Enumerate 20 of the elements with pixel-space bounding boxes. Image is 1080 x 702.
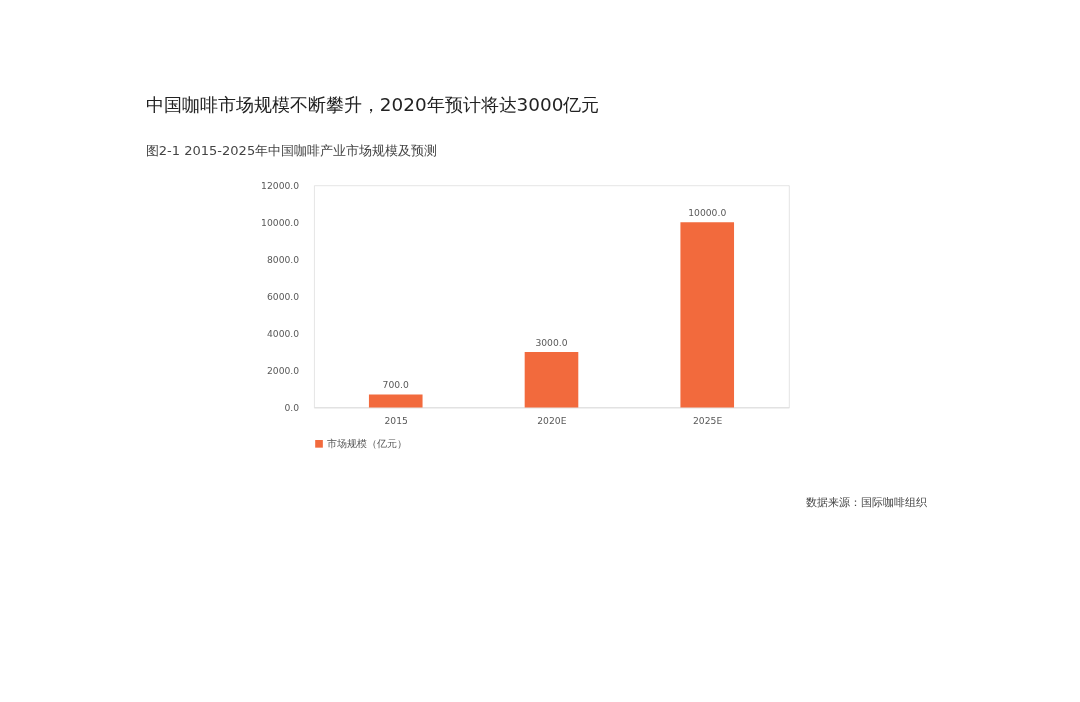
bar (524, 351, 579, 408)
y-tick-label: 0.0 (284, 401, 300, 413)
bar (680, 222, 735, 408)
y-tick-label: 4000.0 (266, 327, 300, 339)
y-tick-label: 6000.0 (266, 290, 300, 302)
chart-title: 中国咖啡市场规模不断攀升，2020年预计将达3000亿元 (145, 94, 600, 116)
chart-subtitle: 图2-1 2015-2025年中国咖啡产业市场规模及预测 (145, 143, 438, 159)
x-tick-label: 2025E (693, 414, 723, 426)
source-note: 数据来源：国际咖啡组织 (805, 496, 927, 510)
data-label: 10000.0 (688, 207, 727, 219)
x-tick-label: 2020E (537, 414, 567, 426)
legend-label: 市场规模（亿元） (327, 437, 408, 449)
bar (368, 394, 423, 408)
x-tick-label: 2015 (384, 414, 408, 426)
y-tick-label: 10000.0 (261, 216, 300, 228)
y-tick-label: 12000.0 (261, 179, 300, 191)
data-label: 3000.0 (535, 336, 568, 348)
data-label: 700.0 (382, 379, 410, 391)
y-tick-label: 8000.0 (266, 253, 300, 265)
y-tick-label: 2000.0 (266, 364, 300, 376)
